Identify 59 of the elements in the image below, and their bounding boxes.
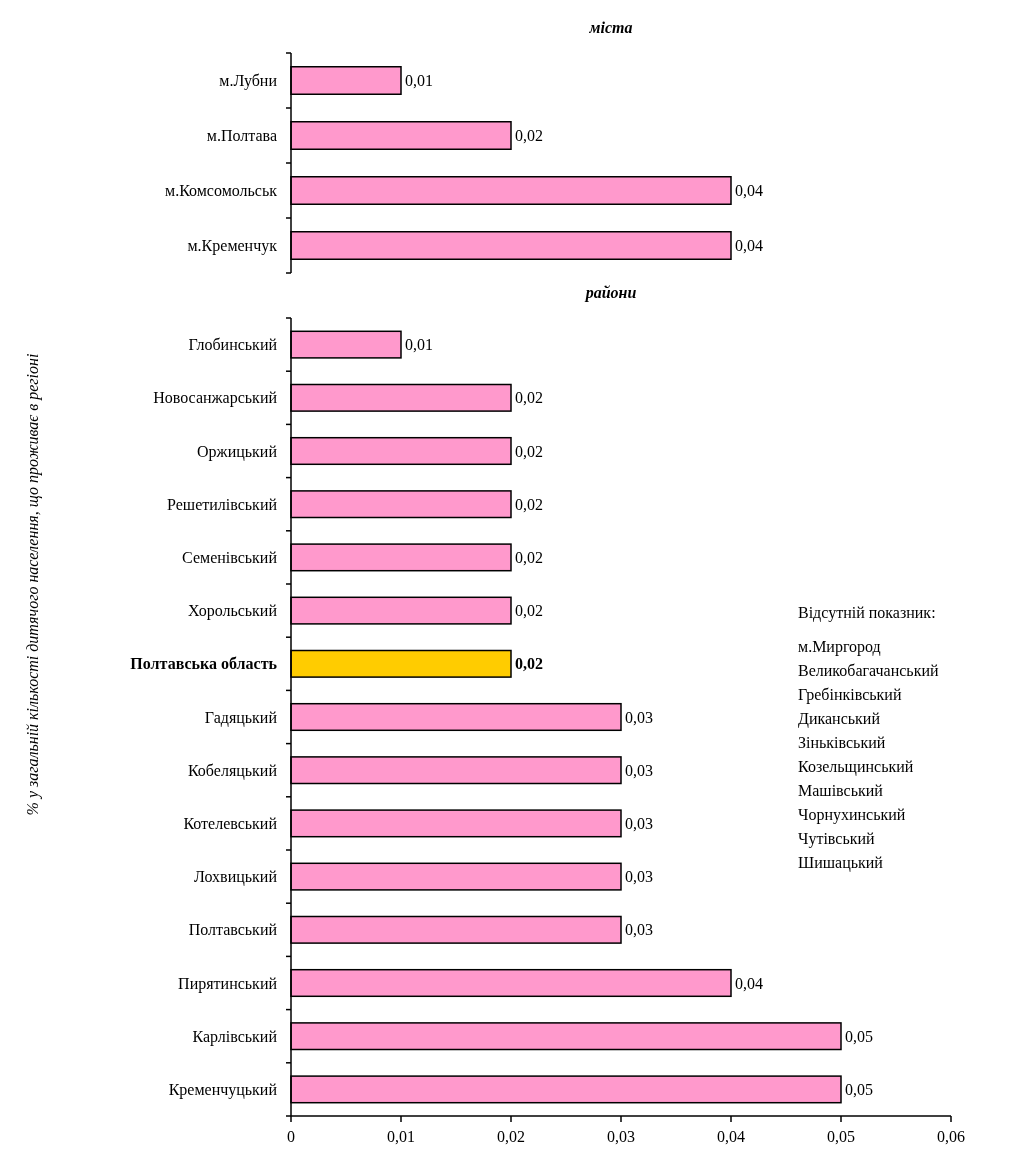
y-tick-label: Хорольський — [188, 602, 278, 621]
y-tick-label: Гадяцький — [204, 708, 278, 727]
annotation: Гребінківський — [798, 686, 902, 704]
chart-title: райони — [583, 284, 637, 302]
annotation: Машівський — [798, 782, 884, 799]
y-tick-label: Полтавський — [188, 921, 278, 939]
data-label: 0,03 — [625, 761, 653, 779]
annotation: Великобагачанський — [798, 662, 939, 679]
y-tick-label: Карлівський — [192, 1027, 278, 1046]
annotation: Чутівський — [798, 830, 876, 848]
data-label: 0,04 — [735, 974, 763, 992]
y-tick-label: м.Кременчук — [187, 237, 278, 256]
annotation: Диканський — [798, 710, 881, 728]
y-tick-label: Решетилівський — [167, 495, 278, 513]
annotation: Чорнухинський — [798, 806, 906, 824]
y-tick-label: м.Лубни — [219, 72, 278, 91]
x-tick-label: 0,03 — [607, 1128, 635, 1145]
data-label: 0,02 — [515, 127, 543, 145]
y-tick-label: Пирятинський — [178, 974, 278, 993]
data-label: 0,02 — [515, 389, 543, 407]
annotation: м.Миргород — [798, 638, 881, 656]
data-label: 0,01 — [405, 72, 433, 90]
data-label: 0,02 — [515, 549, 543, 566]
data-label: 0,02 — [515, 442, 543, 460]
x-tick-label: 0,02 — [497, 1128, 525, 1145]
x-tick-label: 0,05 — [827, 1128, 855, 1145]
chart-title: міста — [588, 19, 633, 36]
data-label: 0,03 — [625, 708, 653, 726]
y-tick-label: Котелевський — [183, 815, 278, 832]
x-tick-label: 0 — [287, 1128, 295, 1145]
annotation: Зіньківський — [798, 734, 886, 751]
data-label: 0,04 — [735, 237, 763, 255]
x-tick-label: 0,01 — [387, 1128, 415, 1145]
data-label: 0,03 — [625, 921, 653, 939]
data-label: 0,05 — [845, 1081, 873, 1098]
y-tick-label: Новосанжарський — [153, 389, 278, 408]
data-label: 0,02 — [515, 655, 543, 673]
data-label: 0,02 — [515, 602, 543, 620]
data-label: 0,03 — [625, 868, 653, 886]
x-tick-label: 0,04 — [717, 1128, 745, 1145]
y-tick-label: Семенівський — [182, 549, 278, 566]
annotation: Шишацький — [798, 854, 884, 872]
y-tick-label: м.Комсомольськ — [165, 182, 278, 200]
y-tick-label: Кременчуцький — [168, 1081, 278, 1099]
annotation: Козельщинський — [798, 758, 914, 776]
data-label: 0,01 — [405, 336, 433, 354]
x-tick-label: 0,06 — [937, 1128, 965, 1145]
y-tick-label: Лохвицький — [194, 868, 278, 887]
data-label: 0,02 — [515, 495, 543, 513]
data-label: 0,05 — [845, 1027, 873, 1045]
data-label: 0,03 — [625, 815, 653, 832]
y-tick-label: Оржицький — [197, 442, 278, 461]
y-tick-label: Глобинський — [188, 336, 278, 354]
y-tick-label: Кобеляцький — [187, 761, 278, 780]
data-label: 0,04 — [735, 182, 763, 200]
annotation: Відсутній показник: — [798, 604, 936, 622]
y-axis-title: % у загальній кількості дитячого населення, що проживає в регіоні — [24, 353, 42, 816]
y-tick-label: м.Полтава — [206, 127, 277, 145]
y-tick-label: Полтавська область — [130, 655, 278, 673]
